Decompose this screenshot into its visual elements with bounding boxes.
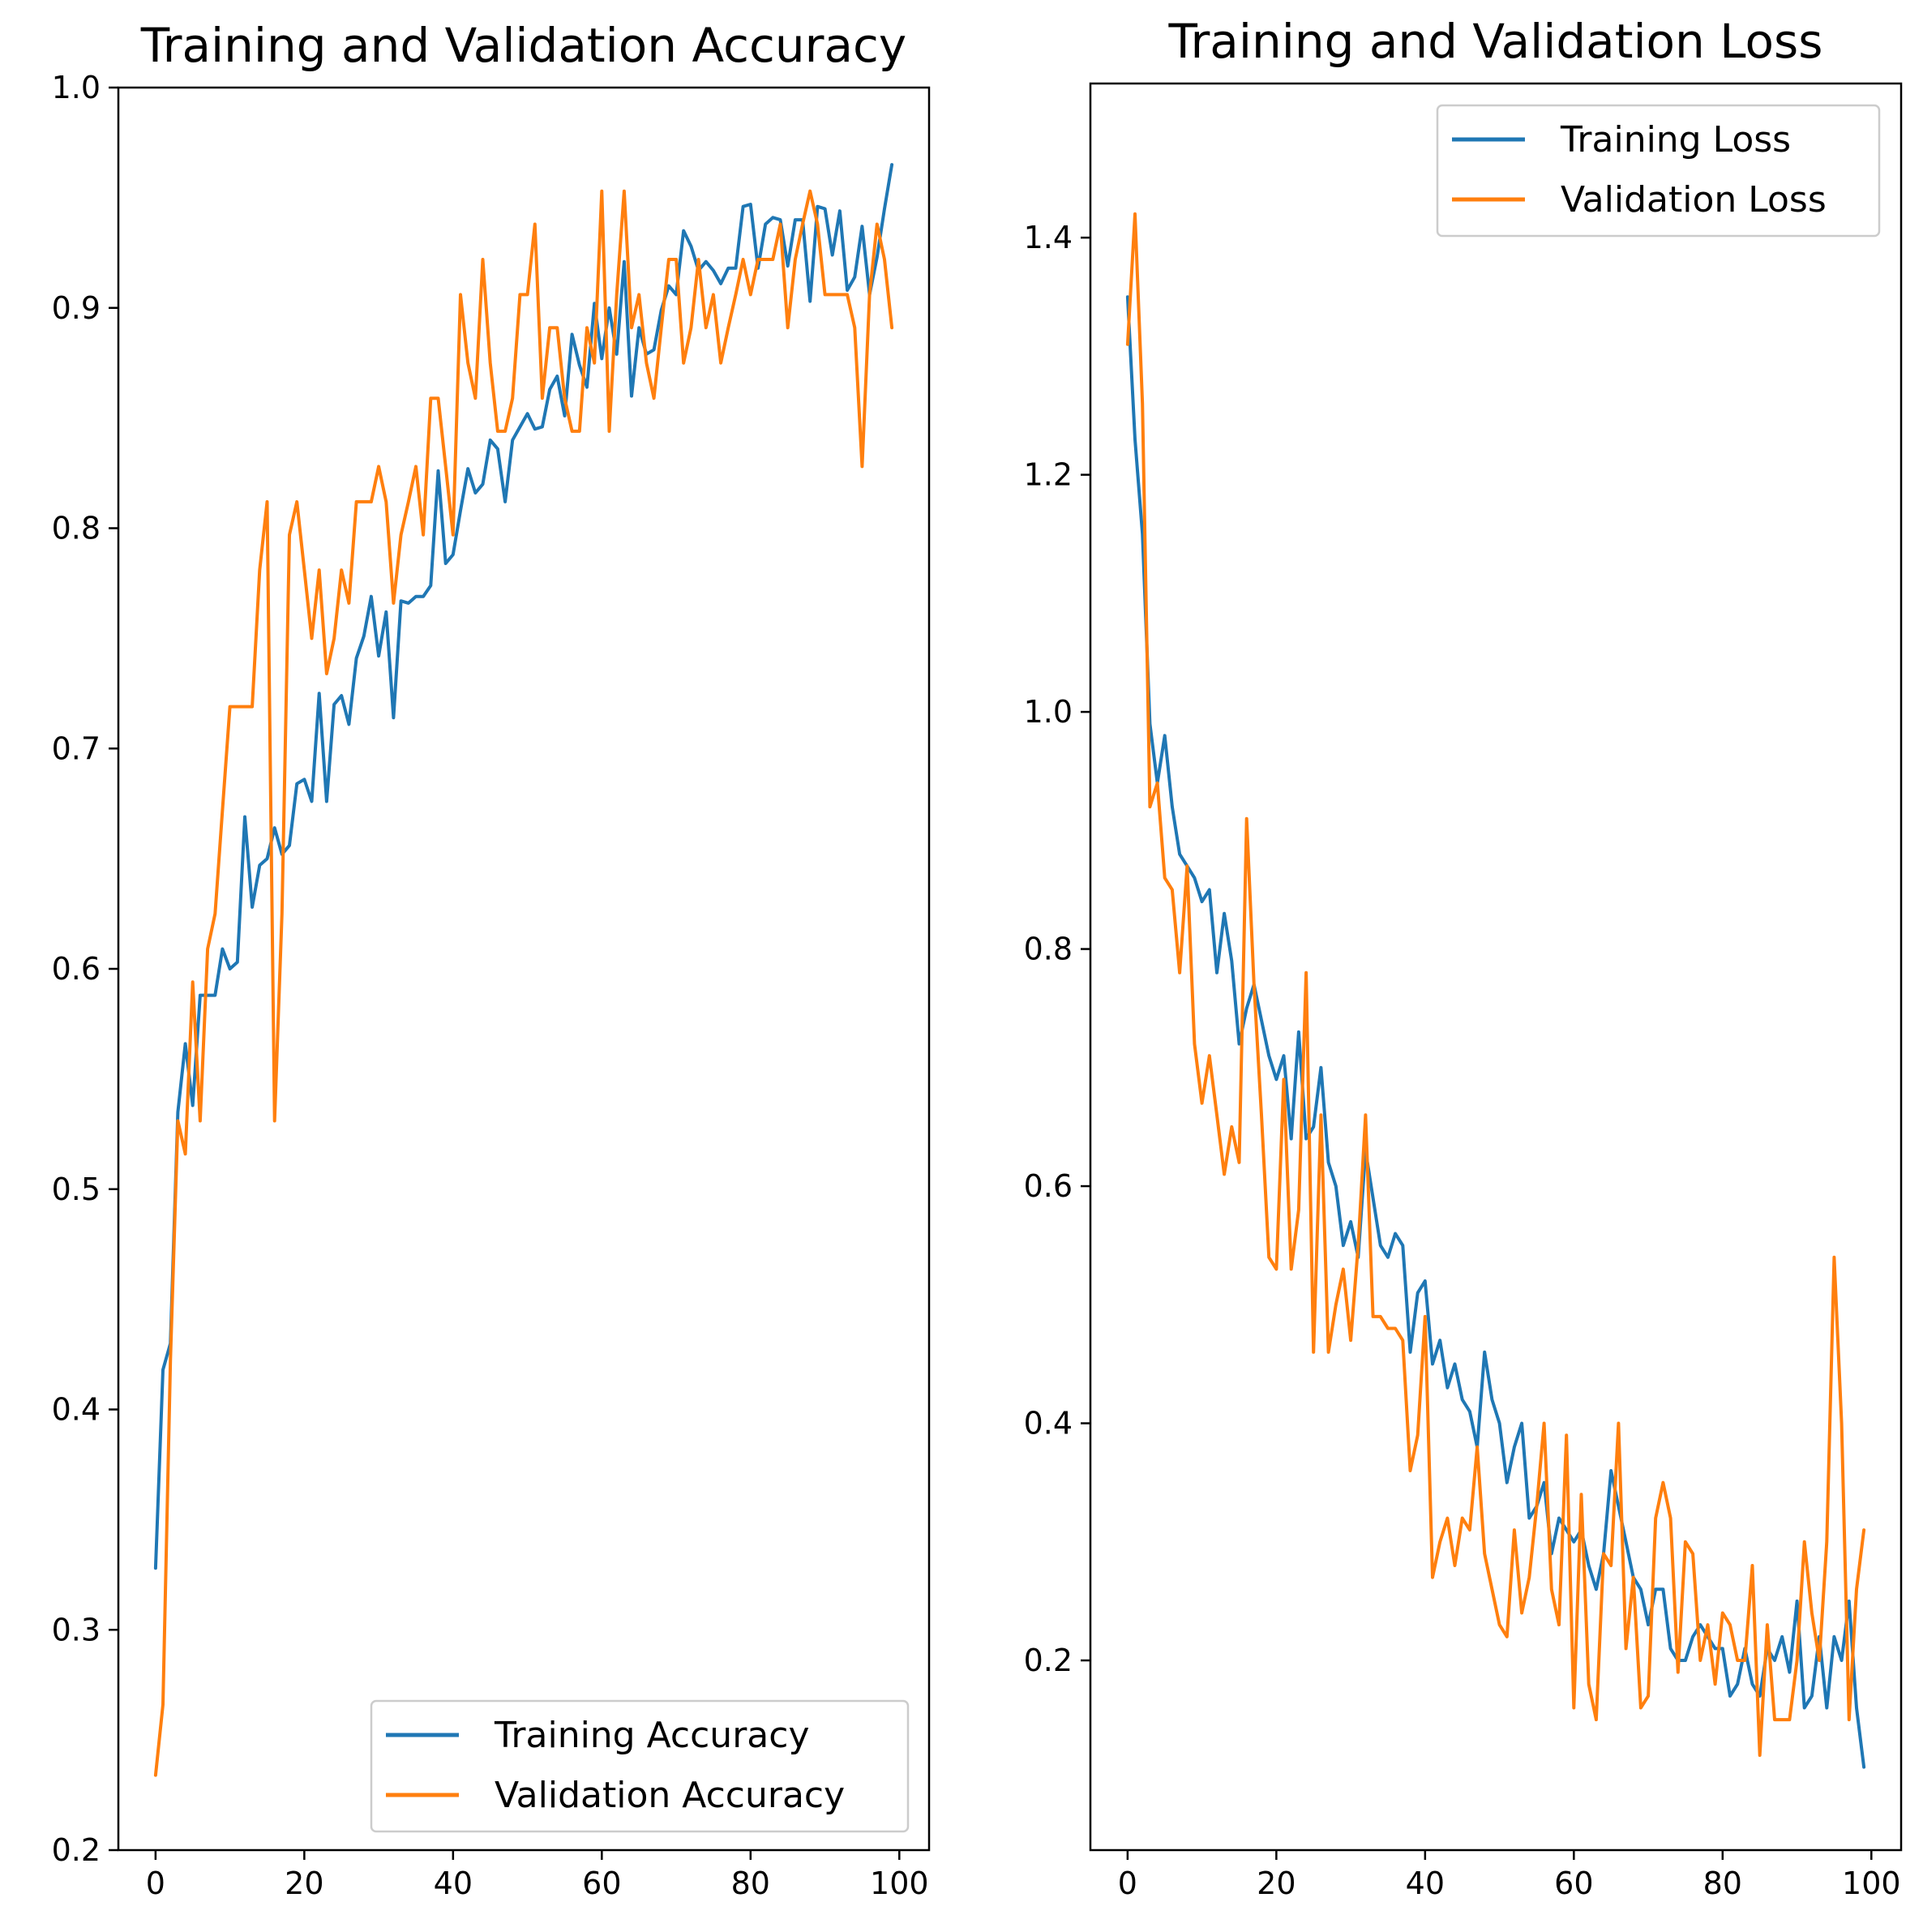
loss-legend: Training Loss Validation Loss <box>1436 104 1881 238</box>
accuracy-axes-frame <box>117 86 931 1852</box>
loss-x-tick-label: 60 <box>1554 1866 1593 1901</box>
loss-y-tick-label: 1.4 <box>1024 220 1073 255</box>
loss-legend-label-validation: Validation Loss <box>1561 179 1827 221</box>
accuracy-x-tick-label: 20 <box>285 1866 323 1901</box>
loss-axes-frame <box>1089 82 1903 1852</box>
loss-series-training-line <box>1125 295 1866 1769</box>
accuracy-y-tick-label: 0.6 <box>52 951 101 987</box>
loss-x-tick-label: 40 <box>1406 1866 1445 1901</box>
accuracy-x-tick-label: 80 <box>731 1866 770 1901</box>
accuracy-x-tick-label: 60 <box>582 1866 621 1901</box>
loss-y-tick-label: 0.8 <box>1024 932 1073 967</box>
accuracy-chart: Training and Validation Accuracy 0 20 40 60 8… <box>52 18 931 1901</box>
accuracy-series-validation-line <box>153 189 894 1777</box>
accuracy-y-tick-label: 0.3 <box>52 1612 101 1647</box>
loss-y-tick-label: 1.2 <box>1024 457 1073 493</box>
loss-y-tick-label: 0.6 <box>1024 1168 1073 1204</box>
accuracy-x-tick-label: 100 <box>870 1866 929 1901</box>
loss-x-tick-label: 100 <box>1842 1866 1901 1901</box>
accuracy-legend-label-training: Training Accuracy <box>494 1715 809 1756</box>
loss-y-tick-label: 0.4 <box>1024 1406 1073 1442</box>
accuracy-y-tick-label: 0.8 <box>52 511 101 546</box>
accuracy-series-training-line <box>153 163 894 1570</box>
loss-x-tick-label: 80 <box>1703 1866 1742 1901</box>
accuracy-legend: Training Accuracy Validation Accuracy <box>370 1699 910 1833</box>
accuracy-legend-label-validation: Validation Accuracy <box>495 1775 845 1816</box>
accuracy-y-tick-label: 0.4 <box>52 1392 101 1428</box>
accuracy-legend-box <box>370 1699 910 1833</box>
accuracy-y-tick-label: 0.9 <box>52 290 101 326</box>
accuracy-x-tick-label: 40 <box>434 1866 473 1901</box>
accuracy-chart-title: Training and Validation Accuracy <box>140 18 906 73</box>
accuracy-y-tick-label: 0.2 <box>52 1832 101 1868</box>
loss-series-validation-line <box>1125 212 1866 1757</box>
loss-x-tick-label: 20 <box>1257 1866 1296 1901</box>
loss-x-tick-label: 0 <box>1118 1866 1137 1901</box>
loss-y-tick-label: 1.0 <box>1024 694 1073 730</box>
accuracy-x-tick-label: 0 <box>146 1866 165 1901</box>
loss-y-tick-label: 0.2 <box>1024 1643 1073 1678</box>
loss-chart: Training and Validation Loss 0 20 40 60 80 100… <box>1024 14 1903 1901</box>
accuracy-y-tick-label: 0.5 <box>52 1172 101 1207</box>
accuracy-y-tick-label: 1.0 <box>52 70 101 105</box>
loss-chart-title: Training and Validation Loss <box>1168 14 1823 69</box>
loss-legend-box <box>1436 104 1881 238</box>
loss-legend-label-training: Training Loss <box>1560 119 1791 161</box>
accuracy-y-tick-label: 0.7 <box>52 730 101 766</box>
